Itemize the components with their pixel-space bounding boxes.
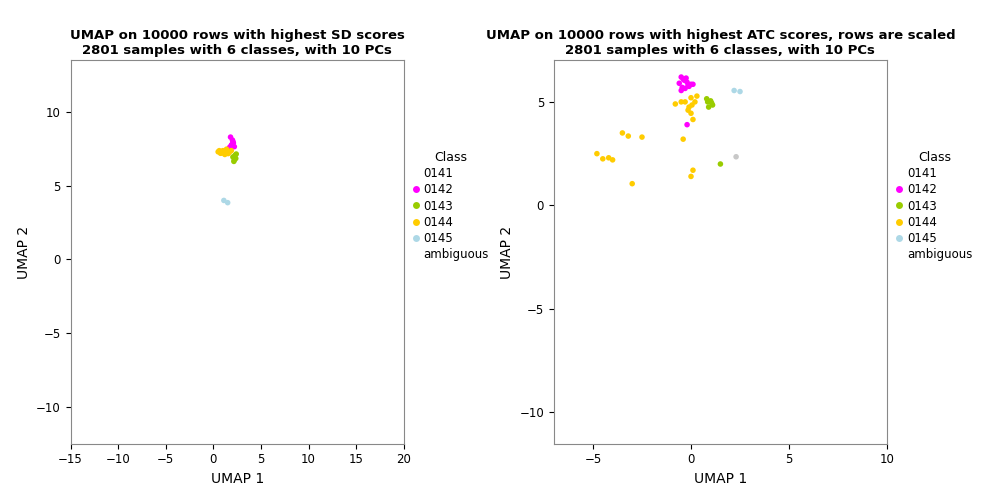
Point (683, 94, 700, 102)
Point (684, 115, 701, 123)
Point (683, 80, 700, 88)
Point (679, 78, 696, 86)
Point (675, 135, 691, 143)
Point (595, 155, 611, 163)
Point (605, 156, 621, 164)
Point (227, 152, 243, 160)
Point (216, 197, 232, 205)
Point (226, 157, 242, 165)
Point (223, 147, 239, 155)
Point (728, 153, 744, 161)
Point (677, 76, 694, 84)
Point (213, 149, 229, 157)
Y-axis label: UMAP 2: UMAP 2 (500, 225, 514, 279)
Point (210, 148, 226, 156)
Point (683, 109, 700, 117)
Point (686, 98, 703, 106)
Point (219, 149, 235, 157)
Point (700, 98, 716, 106)
Point (226, 156, 242, 164)
Point (212, 147, 228, 155)
Point (225, 138, 241, 146)
Point (226, 139, 242, 147)
Point (699, 95, 715, 103)
Point (701, 103, 717, 111)
Point (681, 103, 698, 111)
Point (684, 80, 701, 88)
Point (688, 92, 705, 100)
Point (217, 150, 233, 158)
Point (620, 132, 636, 140)
Point (589, 150, 605, 158)
Point (726, 87, 742, 95)
Point (671, 79, 687, 87)
Point (679, 120, 696, 129)
Point (222, 144, 238, 152)
Point (228, 154, 244, 162)
Point (218, 148, 234, 156)
Point (704, 99, 720, 107)
Point (225, 153, 241, 161)
Point (228, 150, 244, 158)
Title: UMAP on 10000 rows with highest ATC scores, rows are scaled
2801 samples with 6 : UMAP on 10000 rows with highest ATC scor… (486, 29, 956, 56)
Point (673, 87, 689, 95)
Point (713, 160, 729, 168)
Point (684, 166, 701, 174)
Point (215, 147, 231, 155)
Point (674, 83, 690, 91)
Point (703, 97, 719, 105)
Point (677, 84, 694, 92)
Point (680, 106, 697, 114)
Point (683, 101, 700, 109)
Point (634, 133, 650, 141)
Point (676, 76, 692, 84)
Point (224, 141, 240, 149)
Point (601, 154, 617, 162)
Y-axis label: UMAP 2: UMAP 2 (16, 225, 30, 279)
Point (683, 172, 700, 180)
Point (677, 98, 694, 106)
Point (667, 100, 683, 108)
Point (220, 199, 236, 207)
Point (226, 143, 242, 151)
X-axis label: UMAP 1: UMAP 1 (694, 472, 747, 486)
Point (222, 148, 238, 156)
Point (220, 150, 236, 158)
Point (223, 133, 239, 141)
Point (678, 74, 695, 82)
Point (624, 179, 640, 187)
Legend: 0141, 0142, 0143, 0144, 0145, ambiguous: 0141, 0142, 0143, 0144, 0145, ambiguous (896, 151, 973, 262)
Point (225, 136, 241, 144)
Point (222, 143, 238, 151)
Point (705, 101, 721, 109)
Point (224, 141, 240, 149)
Point (681, 82, 698, 90)
Point (680, 81, 697, 89)
Point (614, 129, 630, 137)
Point (214, 149, 230, 157)
Point (673, 73, 689, 81)
Point (675, 75, 691, 83)
Point (732, 88, 748, 96)
Legend: 0141, 0142, 0143, 0144, 0145, ambiguous: 0141, 0142, 0143, 0144, 0145, ambiguous (413, 151, 489, 262)
Title: UMAP on 10000 rows with highest SD scores
2801 samples with 6 classes, with 10 P: UMAP on 10000 rows with highest SD score… (70, 29, 404, 56)
X-axis label: UMAP 1: UMAP 1 (211, 472, 264, 486)
Point (673, 98, 689, 106)
Point (223, 142, 239, 150)
Point (216, 148, 232, 156)
Point (219, 145, 235, 153)
